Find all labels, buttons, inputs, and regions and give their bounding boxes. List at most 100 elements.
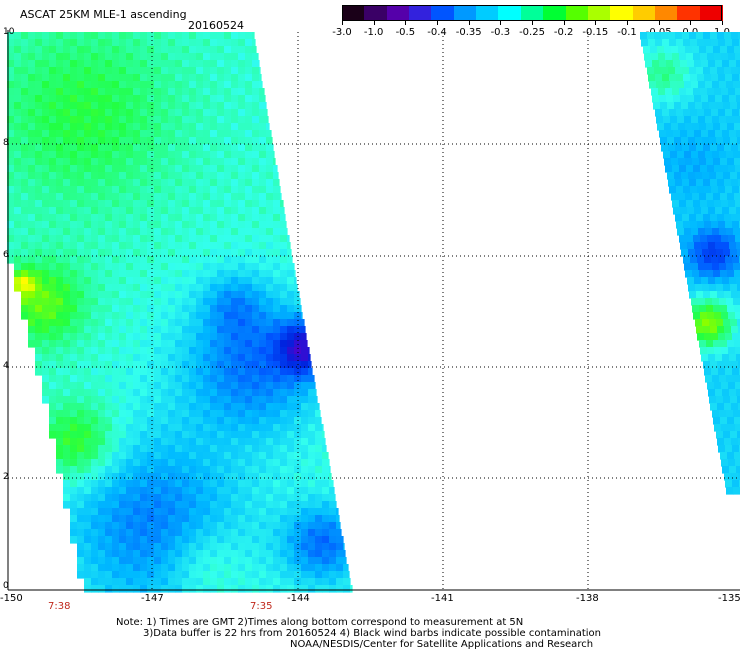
- swath-cell: [224, 375, 232, 383]
- swath-cell: [688, 137, 696, 145]
- swath-cell: [266, 172, 274, 180]
- swath-cell: [726, 81, 734, 89]
- swath-cell: [63, 459, 71, 467]
- swath-cell: [685, 123, 693, 131]
- swath-cell: [238, 249, 246, 257]
- swath-cell: [714, 312, 722, 320]
- swath-cell: [726, 298, 734, 306]
- swath-cell: [690, 186, 698, 194]
- swath-cell: [147, 221, 155, 229]
- swath-cell: [329, 508, 337, 516]
- swath-cell: [98, 424, 106, 432]
- swath-cell: [308, 431, 316, 439]
- swath-cell: [140, 445, 148, 453]
- swath-cell: [203, 270, 211, 278]
- swath-cell: [126, 564, 134, 572]
- swath-cell: [308, 417, 316, 425]
- swath-cell: [77, 270, 85, 278]
- swath-cell: [329, 501, 337, 509]
- swath-cell: [140, 32, 148, 40]
- swath-cell: [56, 431, 64, 439]
- swath-cell: [105, 564, 113, 572]
- swath-cell: [210, 200, 218, 208]
- swath-cell: [322, 543, 330, 551]
- swath-cell: [738, 32, 740, 40]
- swath-cell: [133, 270, 141, 278]
- swath-cell: [112, 298, 120, 306]
- swath-cell: [133, 88, 141, 96]
- swath-cell: [301, 312, 303, 320]
- swath-cell: [714, 424, 722, 432]
- swath-cell: [329, 585, 337, 593]
- swath-cell: [189, 298, 197, 306]
- swath-cell: [126, 81, 134, 89]
- swath-cell: [154, 102, 162, 110]
- swath-cell: [711, 221, 719, 229]
- swath-cell: [329, 578, 337, 586]
- swath-cell: [196, 389, 204, 397]
- swath-cell: [21, 88, 29, 96]
- swath-cell: [273, 242, 281, 250]
- swath-cell: [706, 193, 714, 201]
- swath-cell: [294, 403, 302, 411]
- swath-cell: [308, 438, 316, 446]
- swath-cell: [189, 431, 197, 439]
- swath-cell: [708, 207, 716, 215]
- swath-cell: [133, 389, 141, 397]
- swath-cell: [224, 144, 232, 152]
- swath-cell: [175, 32, 183, 40]
- swath-cell: [77, 452, 85, 460]
- swath-cell: [252, 431, 260, 439]
- swath-cell: [238, 137, 246, 145]
- swath-cell: [245, 466, 253, 474]
- swath-cell: [252, 270, 260, 278]
- swath-cell: [112, 270, 120, 278]
- swath-cell: [21, 46, 29, 54]
- swath-cell: [667, 102, 675, 110]
- swath-cell: [224, 585, 232, 593]
- swath-cell: [266, 326, 274, 334]
- swath-cell: [231, 214, 239, 222]
- swath-cell: [280, 305, 288, 313]
- swath-cell: [189, 60, 197, 68]
- swath-cell: [189, 179, 197, 187]
- swath-cell: [701, 130, 709, 138]
- swath-cell: [182, 67, 190, 75]
- swath-cell: [77, 277, 85, 285]
- swath-cell: [14, 123, 22, 131]
- swath-cell: [77, 333, 85, 341]
- swath-cell: [189, 480, 197, 488]
- swath-cell: [343, 550, 346, 558]
- swath-cell: [259, 214, 267, 222]
- swath-cell: [266, 186, 274, 194]
- swath-cell: [133, 53, 141, 61]
- swath-cell: [287, 340, 295, 348]
- swath-cell: [35, 235, 43, 243]
- swath-cell: [245, 228, 253, 236]
- swath-cell: [98, 116, 106, 124]
- swath-cell: [21, 172, 29, 180]
- swath-cell: [154, 480, 162, 488]
- swath-cell: [91, 193, 99, 201]
- swath-cell: [147, 522, 155, 530]
- swath-cell: [168, 473, 176, 481]
- swath-cell: [175, 515, 183, 523]
- swath-cell: [182, 81, 190, 89]
- swath-cell: [231, 193, 239, 201]
- swath-cell: [98, 102, 106, 110]
- swath-cell: [238, 550, 246, 558]
- swath-cell: [273, 459, 281, 467]
- swath-cell: [196, 193, 204, 201]
- swath-cell: [98, 158, 106, 166]
- swath-cell: [252, 494, 260, 502]
- swath-cell: [714, 235, 722, 243]
- swath-cell: [63, 445, 71, 453]
- swath-cell: [42, 200, 50, 208]
- swath-cell: [210, 60, 218, 68]
- swath-cell: [91, 123, 99, 131]
- swath-cell: [224, 466, 232, 474]
- swath-cell: [161, 179, 169, 187]
- swath-cell: [133, 466, 141, 474]
- swath-cell: [217, 466, 225, 474]
- swath-cell: [140, 74, 148, 82]
